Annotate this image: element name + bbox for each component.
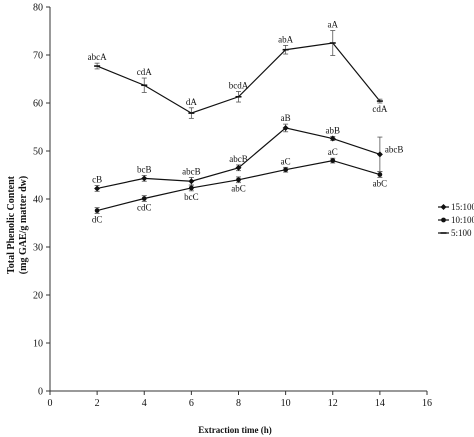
y-tick-label: 50 [33, 147, 43, 158]
y-tick-label: 70 [33, 51, 43, 62]
series-1-point [94, 208, 100, 213]
series-0-point [282, 124, 289, 131]
series-1-data-label: abC [373, 178, 388, 188]
series-2-line [96, 42, 381, 114]
series-1-data-label: aC [281, 156, 291, 166]
series-0-data-label: abB [326, 126, 341, 136]
legend: 15:100 10:100 5:100 [438, 202, 474, 238]
series-0-point [329, 135, 336, 142]
x-tick-label: 16 [422, 398, 432, 409]
series-0-point [235, 164, 242, 171]
series-1-point [141, 196, 147, 201]
legend-label: 10:100 [451, 215, 474, 225]
series-2-data-label: cdA [372, 104, 387, 114]
y-tick-label: 10 [33, 339, 43, 350]
plot-area: 0 2 4 6 8 10 12 14 16 0 10 20 30 40 50 60 70 80 cB bcB abcB a… [33, 3, 432, 410]
x-tick-label: 2 [95, 398, 100, 409]
series-2-data-label: abcA [88, 52, 107, 62]
series-1-point [377, 172, 383, 177]
y-axis-title-line-2: (mg GAE/g matter dw) [18, 176, 29, 274]
series-0-data-label: abcB [385, 144, 404, 154]
y-tick-label: 80 [33, 3, 43, 14]
x-axis-title: Extraction time (h) [198, 425, 271, 435]
legend-label: 15:100 [451, 202, 474, 212]
y-tick-label: 60 [33, 99, 43, 110]
y-tick-label: 40 [33, 195, 43, 206]
y-tick-label: 0 [38, 387, 43, 398]
x-tick-label: 14 [375, 398, 385, 409]
y-tick-label: 20 [33, 291, 43, 302]
series-1-point [330, 158, 336, 164]
legend-marker [441, 217, 446, 223]
series-0-data-label: cB [92, 175, 102, 185]
series-0-point [141, 175, 148, 182]
series-2-data-label: bcdA [229, 80, 249, 90]
series-1-point [236, 177, 241, 183]
x-tick-label: 8 [236, 398, 241, 409]
series-2-data-label: dA [186, 97, 198, 107]
x-tick-label: 4 [142, 398, 147, 409]
series-0-point [376, 151, 383, 158]
legend-label: 5:100 [451, 228, 472, 238]
series-1-point [188, 185, 194, 191]
series-1-data-label: bcC [184, 192, 199, 202]
series-0-point [94, 185, 101, 192]
series-0-data-label: abcB [182, 166, 201, 176]
series-1-data-label: cdC [137, 202, 152, 212]
y-tick-label: 30 [33, 243, 43, 254]
legend-marker [440, 204, 447, 210]
y-axis-title-line-1: Total Phenolic Content [6, 175, 17, 274]
x-tick-label: 10 [281, 398, 291, 409]
series-0-data-label: abcB [229, 154, 248, 164]
y-axis-title: Total Phenolic Content (mg GAE/g matter … [6, 175, 29, 274]
x-tick-label: 6 [189, 398, 194, 409]
series-1-data-label: abC [231, 184, 246, 194]
x-tick-label: 0 [48, 398, 53, 409]
series-1-data-label: aC [328, 147, 338, 157]
series-2-data-label: abA [278, 34, 293, 44]
series-1-point [283, 167, 289, 173]
series-0-data-label: aB [281, 113, 291, 123]
x-tick-label: 12 [328, 398, 338, 409]
series-1-data-label: dC [92, 214, 103, 224]
series-2-data-label: aA [328, 20, 339, 30]
series-0-point [188, 178, 195, 185]
series-0-data-label: bcB [137, 164, 152, 174]
series-2-data-label: cdA [137, 67, 152, 77]
